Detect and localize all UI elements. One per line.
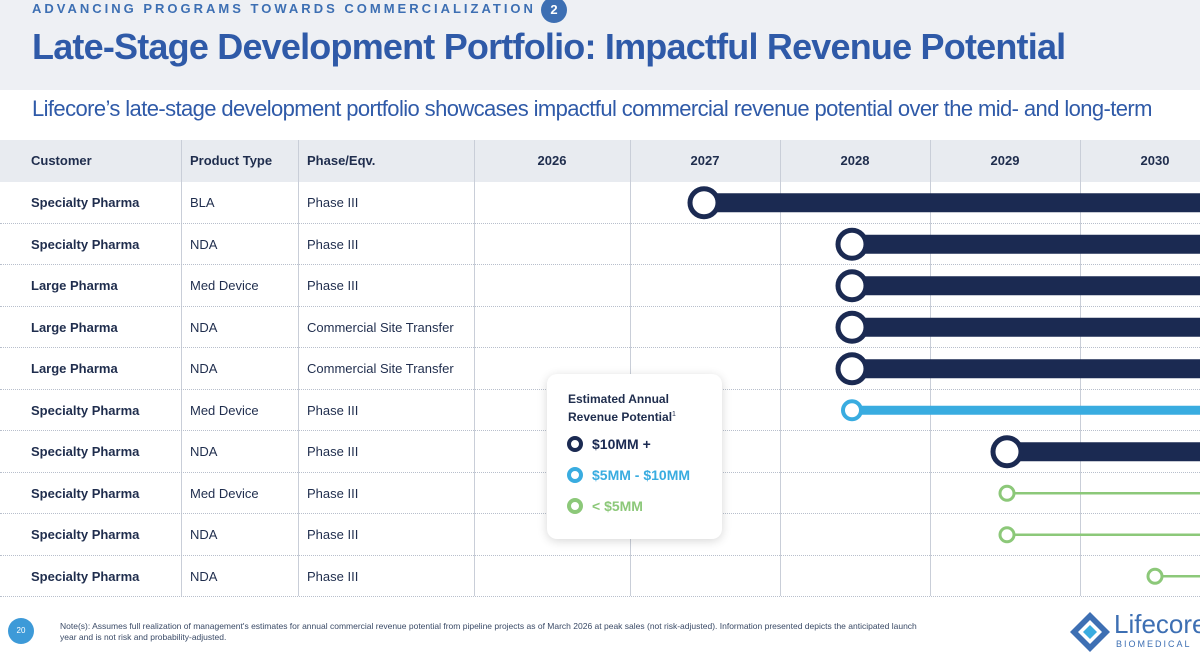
table-header-row [0,140,1200,182]
header-band [0,0,1200,90]
revenue-legend: Estimated Annual Revenue Potential1 $10M… [547,374,722,539]
page-number: 20 [8,618,34,644]
legend-footnote-mark: 1 [672,411,676,418]
product-type-cell: Med Device [190,402,259,418]
column-header-year-2026: 2026 [537,153,567,168]
customer-cell: Specialty Pharma [31,485,140,501]
table-row: Specialty Pharma NDA Phase III [0,556,1200,597]
legend-label: $5MM - $10MM [592,467,691,483]
customer-cell: Specialty Pharma [31,568,140,584]
table-row: Specialty Pharma NDA Phase III [0,224,1200,265]
phase-cell: Phase III [307,278,359,293]
column-header-year-2028: 2028 [840,153,870,168]
product-type-cell: BLA [190,195,215,210]
product-type-cell: NDA [190,319,218,335]
phase-cell: Phase III [307,402,359,418]
table-row: Specialty Pharma NDA Phase III [0,514,1200,556]
page-title: Late-Stage Development Portfolio: Impact… [32,26,1066,67]
legend-circle-icon [567,467,583,483]
customer-cell: Specialty Pharma [31,195,140,210]
customer-cell: Specialty Pharma [31,402,140,418]
column-divider [181,140,182,596]
product-type-cell: NDA [190,527,218,542]
logo-diamond-icon [1070,612,1110,652]
phase-cell: Commercial Site Transfer [307,361,454,376]
customer-cell: Specialty Pharma [31,527,140,542]
column-divider [780,140,781,596]
table-row: Specialty Pharma BLA Phase III [0,182,1200,224]
column-divider [630,140,631,596]
logo-name: Lifecore [1114,609,1200,639]
customer-cell: Specialty Pharma [31,444,140,459]
logo-subtitle: BIOMEDICAL [1116,639,1192,649]
product-type-cell: Med Device [190,485,259,501]
column-header-phase: Phase/Eqv. [307,153,376,168]
footnote: Note(s): Assumes full realization of man… [60,621,917,642]
phase-cell: Phase III [307,527,359,542]
customer-cell: Specialty Pharma [31,236,140,252]
column-header-year-2029: 2029 [990,153,1020,168]
company-logo: Lifecore BIOMEDICAL [1066,606,1200,654]
phase-cell: Phase III [307,444,359,459]
product-type-cell: NDA [190,568,218,584]
phase-cell: Phase III [307,236,359,252]
page-subtitle: Lifecore’s late-stage development portfo… [32,96,1152,121]
column-divider [298,140,299,596]
column-header-year-2027: 2027 [690,153,720,168]
section-kicker: ADVANCING PROGRAMS TOWARDS COMMERCIALIZA… [32,1,536,16]
legend-title: Estimated Annual Revenue Potential1 [568,392,676,424]
product-type-cell: NDA [190,236,218,252]
column-header-customer: Customer [31,153,92,168]
phase-cell: Phase III [307,485,359,501]
legend-circle-icon [567,498,583,514]
legend-label: < $5MM [592,498,643,514]
column-header-product-type: Product Type [190,153,273,168]
phase-cell: Phase III [307,195,359,210]
product-type-cell: NDA [190,444,218,459]
table-row: Large Pharma NDA Commercial Site Transfer [0,307,1200,348]
product-type-cell: Med Device [190,278,259,293]
phase-cell: Commercial Site Transfer [307,319,454,335]
customer-cell: Large Pharma [31,361,118,376]
column-header-year-2030: 2030 [1140,153,1170,168]
product-type-cell: NDA [190,361,218,376]
customer-cell: Large Pharma [31,278,118,293]
phase-cell: Phase III [307,568,359,584]
table-row: Large Pharma Med Device Phase III [0,265,1200,307]
column-divider [474,140,475,596]
section-number-badge: 2 [541,0,567,23]
legend-label: $10MM + [592,436,651,452]
customer-cell: Large Pharma [31,319,118,335]
legend-circle-icon [567,436,583,452]
